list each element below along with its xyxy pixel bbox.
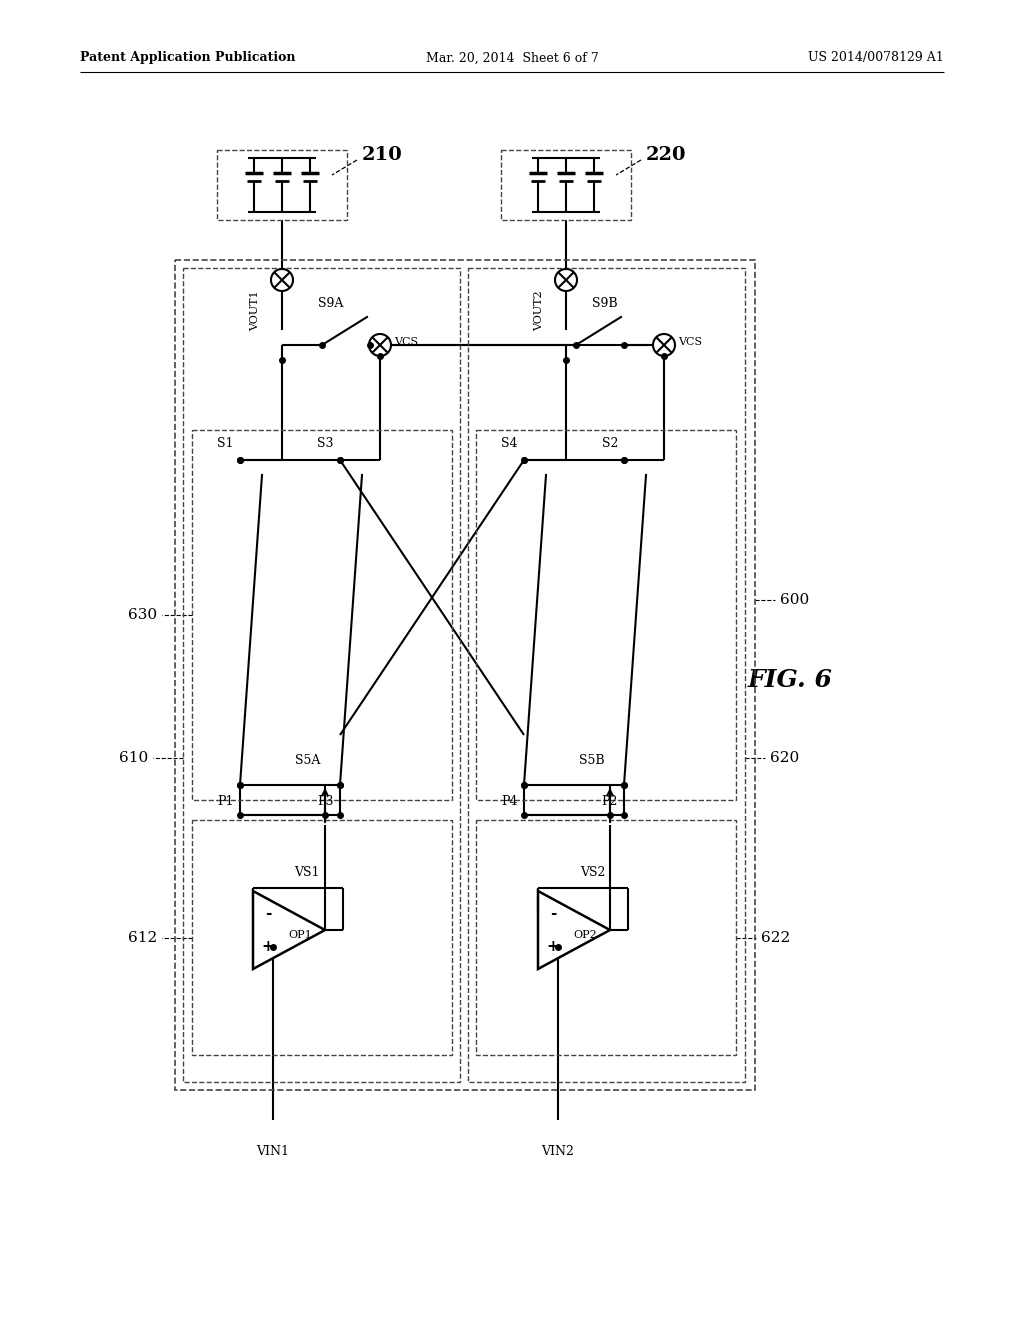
Text: -: -	[265, 906, 271, 921]
Text: OP2: OP2	[573, 931, 597, 940]
Text: 210: 210	[362, 147, 402, 164]
Circle shape	[369, 334, 391, 356]
Text: -: -	[550, 906, 556, 921]
Text: S9A: S9A	[318, 297, 344, 310]
Text: OP1: OP1	[288, 931, 312, 940]
Bar	[193, 820, 452, 1055]
Text: 622: 622	[761, 931, 791, 945]
Circle shape	[653, 334, 675, 356]
Text: 630: 630	[128, 609, 157, 622]
Bar	[476, 820, 736, 1055]
Text: VS2: VS2	[580, 866, 605, 879]
Bar	[501, 150, 631, 220]
Circle shape	[555, 269, 577, 290]
Bar	[183, 268, 460, 1082]
Text: FIG. 6: FIG. 6	[748, 668, 833, 692]
Circle shape	[271, 269, 293, 290]
Polygon shape	[538, 891, 610, 969]
Text: US 2014/0078129 A1: US 2014/0078129 A1	[808, 51, 944, 65]
Polygon shape	[253, 891, 325, 969]
Text: VS1: VS1	[295, 866, 319, 879]
Bar	[468, 268, 745, 1082]
Bar	[217, 150, 347, 220]
Text: VCS: VCS	[678, 337, 702, 347]
Bar	[193, 430, 452, 800]
Text: 220: 220	[646, 147, 686, 164]
Text: S5A: S5A	[295, 754, 319, 767]
Text: S1: S1	[217, 437, 234, 450]
Text: VOUT1: VOUT1	[250, 290, 260, 330]
Text: VOUT2: VOUT2	[534, 290, 544, 330]
Text: S2: S2	[602, 437, 618, 450]
Text: P3: P3	[317, 795, 334, 808]
Text: 610: 610	[119, 751, 148, 766]
Bar	[476, 430, 736, 800]
Text: +: +	[261, 940, 274, 954]
Text: 600: 600	[780, 593, 809, 607]
Text: S5B: S5B	[580, 754, 605, 767]
Text: P1: P1	[217, 795, 234, 808]
Text: S3: S3	[317, 437, 334, 450]
Text: 612: 612	[128, 931, 157, 945]
Text: P2: P2	[602, 795, 618, 808]
Text: Patent Application Publication: Patent Application Publication	[80, 51, 296, 65]
Text: VCS: VCS	[394, 337, 418, 347]
Text: 620: 620	[770, 751, 800, 766]
Text: Mar. 20, 2014  Sheet 6 of 7: Mar. 20, 2014 Sheet 6 of 7	[426, 51, 598, 65]
Text: S9B: S9B	[592, 297, 617, 310]
Text: VIN1: VIN1	[256, 1144, 290, 1158]
Text: VIN2: VIN2	[542, 1144, 574, 1158]
Text: S4: S4	[502, 437, 518, 450]
Bar	[175, 260, 755, 1090]
Text: P4: P4	[502, 795, 518, 808]
Text: +: +	[547, 940, 559, 954]
